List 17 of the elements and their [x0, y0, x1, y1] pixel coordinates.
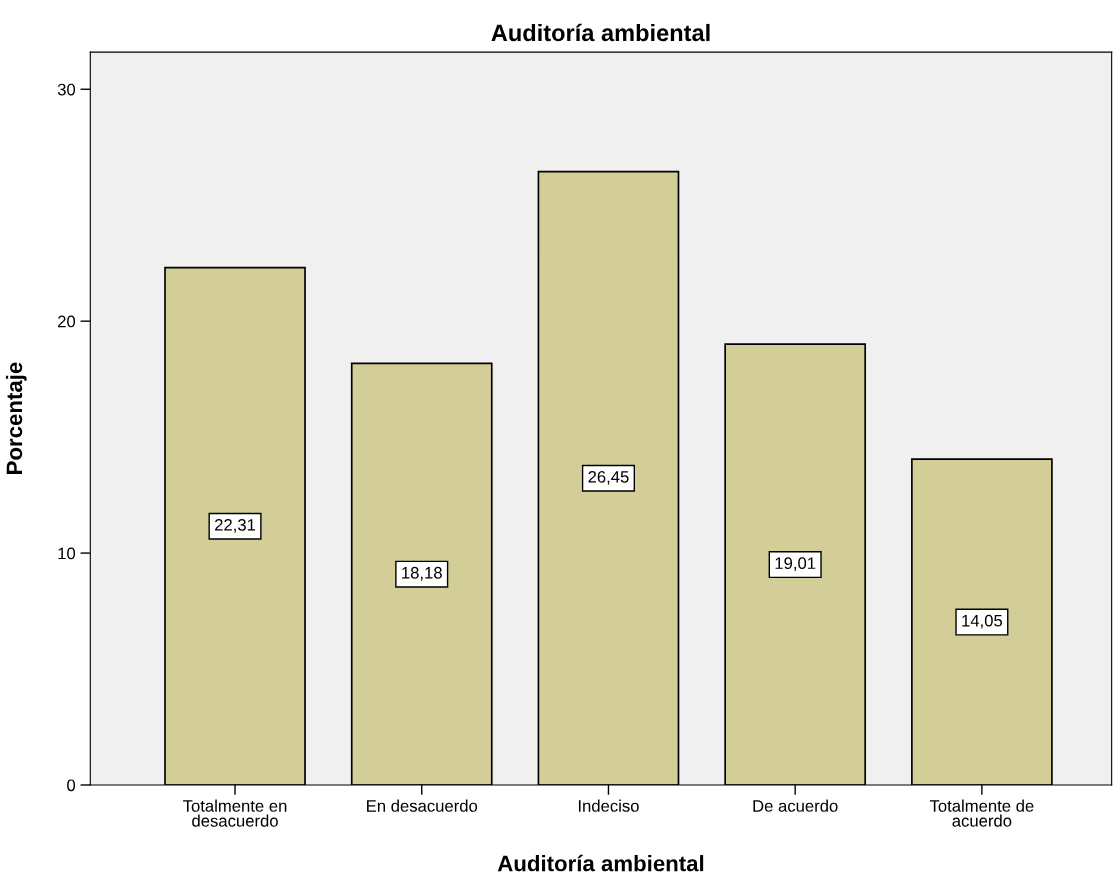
data-label: 22,31 — [215, 518, 256, 533]
y-axis-title: Porcentaje — [5, 362, 27, 474]
y-tick-label: 30 — [57, 83, 76, 96]
data-label: 14,05 — [962, 614, 1003, 629]
data-label: 26,45 — [588, 470, 629, 485]
x-tick-label: Totalmente en desacuerdo — [183, 799, 287, 827]
y-tick-label: 20 — [58, 315, 76, 328]
y-tick-label: 10 — [58, 547, 76, 560]
x-axis-title: Auditoría ambiental — [497, 854, 704, 872]
x-tick-label: De acuerdo — [753, 799, 838, 812]
y-tick-label: 0 — [67, 779, 76, 792]
data-label: 18,18 — [402, 566, 442, 581]
x-tick-label: Totalmente de acuerdo — [929, 799, 1034, 827]
chart-title: Auditoría ambiental — [491, 23, 710, 42]
x-tick-label: En desacuerdo — [367, 799, 478, 812]
x-tick-label: Indeciso — [578, 799, 639, 812]
data-label: 19,01 — [775, 557, 816, 571]
